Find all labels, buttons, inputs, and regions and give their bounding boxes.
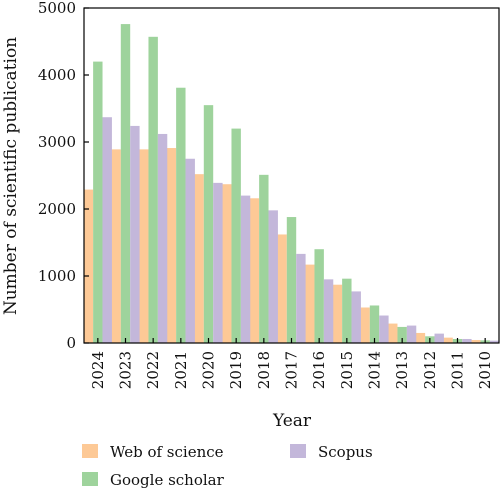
bar-google-scholar-2019: [231, 128, 241, 343]
bar-web-of-science-2019: [222, 184, 232, 343]
bar-google-scholar-2018: [259, 174, 269, 343]
bar-web-of-science-2012: [415, 332, 426, 343]
bar-scopus-2012: [434, 333, 444, 343]
y-tick-label: 1000: [38, 267, 76, 285]
bar-web-of-science-2020: [194, 174, 204, 343]
bar-scopus-2013: [406, 325, 417, 343]
legend-label: Scopus: [318, 443, 373, 461]
y-axis-title: Number of scientific publication: [1, 37, 21, 315]
x-tick-label: 2020: [200, 351, 218, 389]
bar-google-scholar-2014: [369, 305, 380, 343]
x-tick-label: 2016: [310, 351, 328, 389]
bar-web-of-science-2011: [443, 337, 453, 343]
bar-web-of-science-2013: [388, 323, 398, 343]
x-tick-label: 2019: [227, 351, 245, 389]
ticks-group: 0 1000 2000 3000 4000 5000 2024 2023 2022 2021 202…: [38, 0, 494, 389]
bar-google-scholar-2020: [203, 105, 214, 344]
x-axis-title: Year: [272, 411, 312, 431]
x-tick-label: 2018: [255, 351, 273, 389]
bar-web-of-science-2014: [360, 307, 370, 343]
bar-scopus-2020: [213, 182, 223, 343]
bar-web-of-science-2017: [277, 234, 287, 343]
bar-google-scholar-2023: [120, 24, 131, 344]
bars-group: [83, 24, 500, 344]
bar-google-scholar-2024: [93, 61, 103, 343]
x-tick-label: 2021: [172, 351, 190, 389]
x-tick-label: 2013: [393, 351, 411, 389]
bar-web-of-science-2015: [332, 284, 343, 343]
x-tick-label: 2014: [366, 351, 384, 389]
bar-web-of-science-2024: [83, 189, 94, 343]
y-tick-label: 5000: [38, 0, 76, 17]
bar-google-scholar-2017: [286, 217, 297, 343]
y-tick-label: 4000: [38, 66, 76, 84]
bar-scopus-2010: [489, 340, 500, 343]
bar-scopus-2021: [185, 158, 195, 343]
bar-google-scholar-2016: [314, 249, 324, 343]
x-tick-label: 2011: [449, 351, 467, 389]
bar-scopus-2014: [379, 315, 389, 343]
x-tick-label: 2024: [89, 351, 107, 389]
x-tick-label: 2015: [338, 351, 356, 389]
x-tick-label: 2022: [144, 351, 162, 389]
x-tick-label: 2023: [117, 351, 135, 389]
legend-swatch-google-scholar: [82, 472, 98, 486]
bar-web-of-science-2021: [166, 148, 177, 343]
bar-scopus-2015: [351, 291, 361, 343]
bar-google-scholar-2022: [148, 36, 158, 344]
bar-scopus-2017: [296, 253, 306, 343]
bar-google-scholar-2015: [342, 278, 352, 343]
legend-label: Google scholar: [110, 471, 225, 489]
legend-swatch-web-of-science: [82, 444, 98, 458]
bar-scopus-2018: [268, 210, 278, 343]
y-tick-label: 2000: [38, 200, 76, 218]
bar-web-of-science-2018: [249, 198, 260, 343]
bar-web-of-science-2022: [139, 149, 149, 343]
legend: Web of science Google scholar Scopus: [82, 443, 373, 489]
bar-scopus-2016: [323, 279, 334, 343]
x-tick-label: 2017: [283, 351, 301, 389]
x-tick-label: 2012: [421, 351, 439, 389]
bar-scopus-2022: [157, 133, 168, 343]
y-tick-label: 3000: [38, 133, 76, 151]
bar-scopus-2011: [462, 338, 472, 343]
bar-web-of-science-2023: [111, 149, 121, 343]
bar-web-of-science-2010: [471, 339, 481, 343]
bar-google-scholar-2021: [176, 87, 186, 343]
bar-scopus-2023: [130, 125, 140, 343]
x-tick-label: 2010: [476, 351, 494, 389]
bar-scopus-2024: [102, 117, 112, 344]
legend-swatch-scopus: [290, 444, 306, 458]
bar-web-of-science-2016: [305, 264, 315, 343]
legend-label: Web of science: [110, 443, 224, 461]
bar-scopus-2019: [240, 195, 251, 343]
bar-google-scholar-2013: [397, 326, 407, 343]
y-tick-label: 0: [66, 334, 76, 352]
